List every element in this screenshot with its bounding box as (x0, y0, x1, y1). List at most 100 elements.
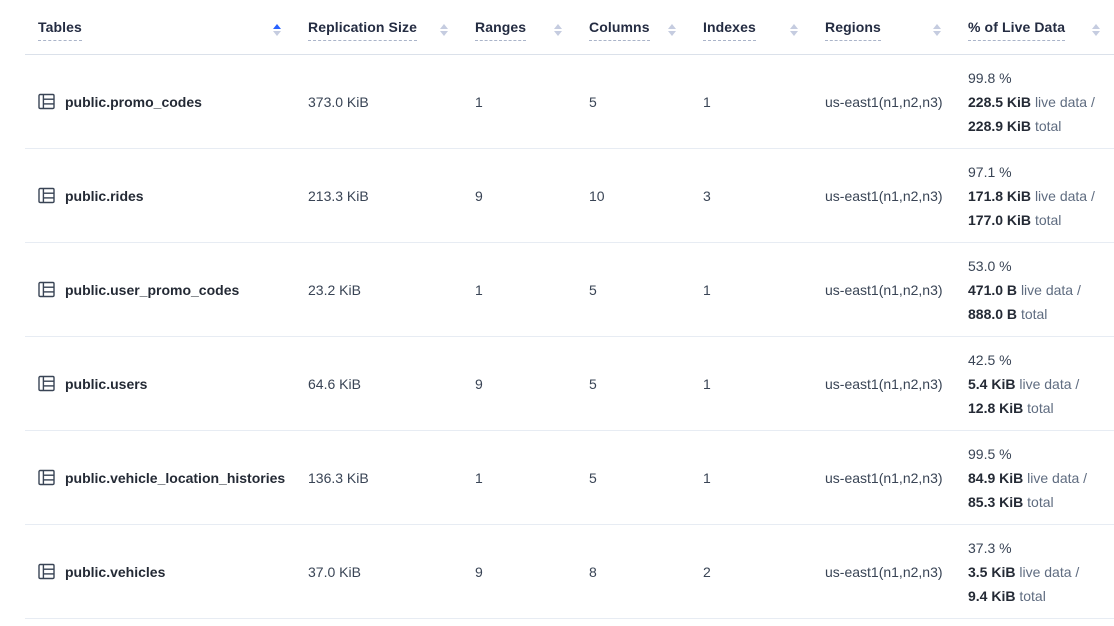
indexes-cell: 1 (703, 469, 711, 486)
sort-arrows-icon[interactable] (668, 24, 676, 36)
sort-desc-icon (273, 31, 281, 36)
replication-size-cell: 23.2 KiB (308, 281, 361, 298)
table-icon (38, 187, 55, 204)
sort-arrows-icon[interactable] (790, 24, 798, 36)
live-data-line: 228.5 KiB live data / (968, 93, 1095, 110)
live-data-line: 471.0 B live data / (968, 281, 1081, 298)
table-name-cell: public.user_promo_codes (25, 243, 295, 336)
table-header-row: Tables Replication Size Ranges Columns I… (25, 0, 1114, 55)
live-data-line: 84.9 KiB live data / (968, 469, 1088, 486)
sort-desc-icon (790, 31, 798, 36)
indexes-cell: 1 (703, 375, 711, 392)
ranges-cell: 9 (475, 563, 483, 580)
ranges-cell: 1 (475, 281, 483, 298)
indexes-cell: 1 (703, 93, 711, 110)
live-data-percent: 37.3 % (968, 539, 1012, 556)
sort-asc-icon (933, 24, 941, 29)
column-header-label[interactable]: % of Live Data (968, 19, 1066, 41)
replication-size-cell: 136.3 KiB (308, 469, 369, 486)
columns-cell: 5 (589, 93, 597, 110)
table-name-link[interactable]: public.vehicle_location_histories (65, 469, 286, 486)
sort-asc-icon (440, 24, 448, 29)
sort-desc-icon (440, 31, 448, 36)
column-header-columns[interactable]: Columns (576, 13, 690, 41)
column-header-label[interactable]: Replication Size (308, 19, 417, 41)
table-row: public.vehicle_location_histories 136.3 … (25, 431, 1114, 525)
columns-cell: 5 (589, 281, 597, 298)
regions-cell: us-east1(n1,n2,n3) (825, 281, 943, 298)
total-data-line: 177.0 KiB total (968, 211, 1062, 228)
sort-arrows-icon[interactable] (273, 24, 281, 36)
total-data-line: 12.8 KiB total (968, 399, 1054, 416)
live-data-percent: 99.8 % (968, 69, 1012, 86)
ranges-cell: 9 (475, 375, 483, 392)
regions-cell: us-east1(n1,n2,n3) (825, 187, 943, 204)
sort-arrows-icon[interactable] (1092, 24, 1100, 36)
regions-cell: us-east1(n1,n2,n3) (825, 469, 943, 486)
sort-asc-icon (1092, 24, 1100, 29)
sort-asc-icon (273, 24, 281, 29)
column-header-replication-size[interactable]: Replication Size (295, 13, 462, 41)
sort-arrows-icon[interactable] (933, 24, 941, 36)
table-row: public.promo_codes 373.0 KiB 1 5 1 us-ea… (25, 55, 1114, 149)
column-header-regions[interactable]: Regions (812, 13, 955, 41)
column-header-of-live-data[interactable]: % of Live Data (955, 13, 1114, 41)
indexes-cell: 2 (703, 563, 711, 580)
column-header-tables[interactable]: Tables (25, 13, 295, 41)
table-name-link[interactable]: public.vehicles (65, 563, 166, 580)
table-name-link[interactable]: public.promo_codes (65, 93, 202, 110)
table-icon (38, 375, 55, 392)
table-row: public.rides 213.3 KiB 9 10 3 us-east1(n… (25, 149, 1114, 243)
tables-table: Tables Replication Size Ranges Columns I… (25, 0, 1114, 619)
live-data-cell: 42.5 % 5.4 KiB live data / 12.8 KiB tota… (955, 337, 1114, 430)
replication-size-cell: 373.0 KiB (308, 93, 369, 110)
table-name-link[interactable]: public.user_promo_codes (65, 281, 240, 298)
table-row: public.users 64.6 KiB 9 5 1 us-east1(n1,… (25, 337, 1114, 431)
table-name-cell: public.rides (25, 149, 295, 242)
table-name-link[interactable]: public.users (65, 375, 148, 392)
replication-size-cell: 64.6 KiB (308, 375, 361, 392)
column-header-label[interactable]: Ranges (475, 19, 527, 41)
live-data-line: 171.8 KiB live data / (968, 187, 1095, 204)
table-name-link[interactable]: public.rides (65, 187, 144, 204)
sort-arrows-icon[interactable] (554, 24, 562, 36)
table-icon (38, 281, 55, 298)
sort-asc-icon (554, 24, 562, 29)
ranges-cell: 1 (475, 93, 483, 110)
columns-cell: 8 (589, 563, 597, 580)
columns-cell: 5 (589, 375, 597, 392)
column-header-label[interactable]: Tables (38, 19, 82, 41)
total-data-line: 228.9 KiB total (968, 117, 1062, 134)
sort-desc-icon (554, 31, 562, 36)
live-data-percent: 53.0 % (968, 257, 1012, 274)
sort-desc-icon (1092, 31, 1100, 36)
column-header-label[interactable]: Columns (589, 19, 650, 41)
sort-asc-icon (790, 24, 798, 29)
live-data-percent: 97.1 % (968, 163, 1012, 180)
columns-cell: 5 (589, 469, 597, 486)
total-data-line: 9.4 KiB total (968, 587, 1046, 604)
columns-cell: 10 (589, 187, 605, 204)
table-icon (38, 469, 55, 486)
column-header-indexes[interactable]: Indexes (690, 13, 812, 41)
regions-cell: us-east1(n1,n2,n3) (825, 93, 943, 110)
column-header-ranges[interactable]: Ranges (462, 13, 576, 41)
live-data-line: 5.4 KiB live data / (968, 375, 1080, 392)
sort-asc-icon (668, 24, 676, 29)
live-data-cell: 99.5 % 84.9 KiB live data / 85.3 KiB tot… (955, 431, 1114, 524)
column-header-label[interactable]: Regions (825, 19, 881, 41)
sort-arrows-icon[interactable] (440, 24, 448, 36)
table-icon (38, 93, 55, 110)
live-data-cell: 53.0 % 471.0 B live data / 888.0 B total (955, 243, 1114, 336)
column-header-label[interactable]: Indexes (703, 19, 756, 41)
ranges-cell: 9 (475, 187, 483, 204)
table-name-cell: public.users (25, 337, 295, 430)
live-data-cell: 37.3 % 3.5 KiB live data / 9.4 KiB total (955, 525, 1114, 618)
live-data-cell: 97.1 % 171.8 KiB live data / 177.0 KiB t… (955, 149, 1114, 242)
live-data-percent: 99.5 % (968, 445, 1012, 462)
replication-size-cell: 37.0 KiB (308, 563, 361, 580)
indexes-cell: 1 (703, 281, 711, 298)
table-icon (38, 563, 55, 580)
regions-cell: us-east1(n1,n2,n3) (825, 563, 943, 580)
live-data-line: 3.5 KiB live data / (968, 563, 1080, 580)
